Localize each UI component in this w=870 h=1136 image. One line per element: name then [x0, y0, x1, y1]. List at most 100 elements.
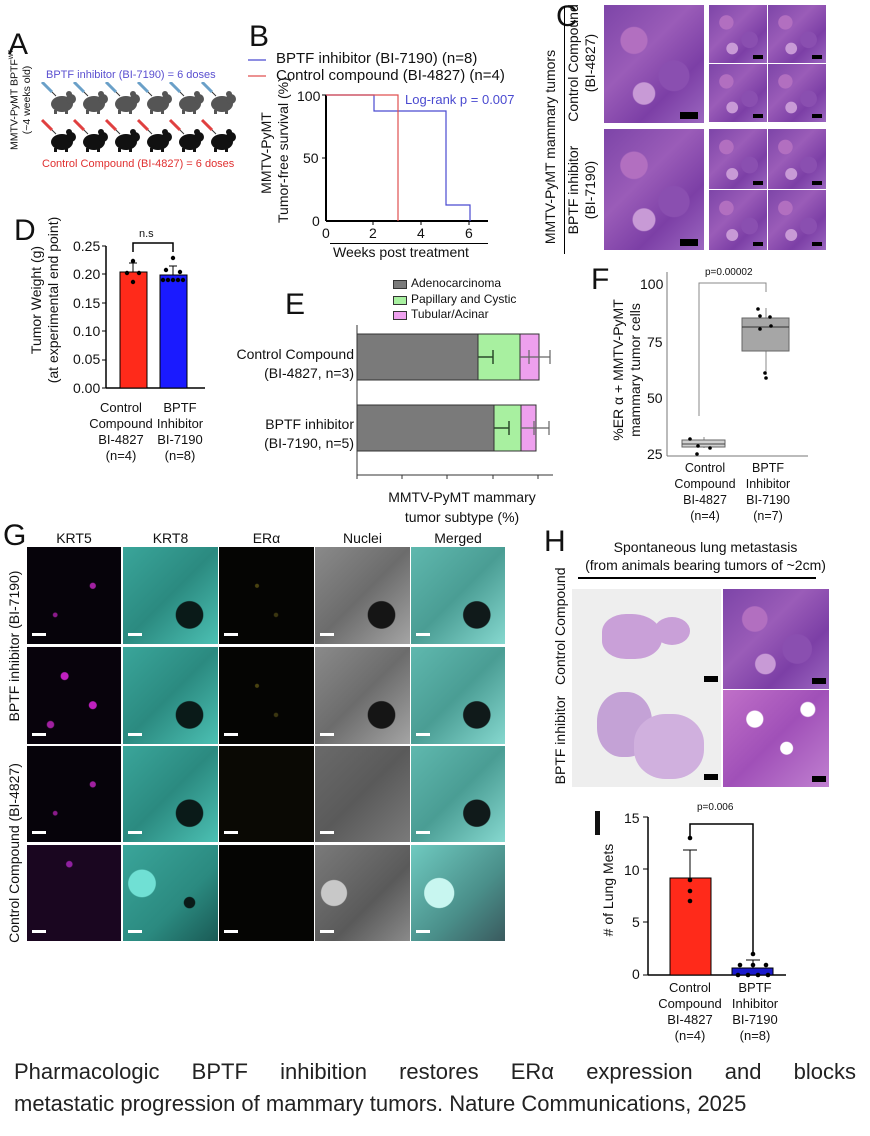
if-image-r4-krt5 [27, 845, 121, 941]
panel-c-row-label-control: Control Compound (BI-4827) [565, 4, 599, 122]
he-zoom-bptf-4 [768, 190, 826, 250]
ylabel-line2: Tumor-free survival (%) [275, 77, 291, 223]
xlabel-line2: tumor subtype (%) [404, 509, 520, 525]
ytick-25: 25 [647, 446, 663, 462]
ytick: 0.25 [73, 238, 101, 254]
row-l1: BPTF inhibitor [265, 416, 354, 432]
legend-swatch-adeno [393, 280, 407, 289]
if-image-r3-era [219, 746, 314, 842]
panel-f-ylabel: %ER α + MMTV-PyMT mammary tumor cells [610, 280, 644, 460]
xlabel-control: Control Compound BI-4827 (n=4) [88, 400, 154, 464]
if-image-r4-merged [411, 845, 505, 941]
row-line2: (BI-7190) [582, 160, 598, 220]
xlabel-control: Control Compound BI-4827 (n=4) [672, 460, 738, 524]
ylabel-line2: (~4 weeks old) [20, 65, 33, 135]
figure-caption: Pharmacologic BPTF inhibition restores E… [14, 1056, 856, 1120]
legend-swatch-papillary [393, 296, 407, 305]
row-line1: Control Compound [565, 4, 581, 122]
bar-bptf-adeno [356, 404, 495, 452]
caption-line1: Pharmacologic BPTF inhibition restores E… [14, 1059, 856, 1084]
box-bptf [741, 317, 790, 352]
row-label-bptf: BPTF inhibitor (BI-7190, n=5) [208, 415, 354, 453]
row-line2: (BI-4827) [582, 33, 598, 93]
col-header-merged: Merged [434, 530, 482, 546]
ytick: 0.00 [73, 380, 101, 396]
xtick-0: 0 [322, 225, 330, 241]
legend-swatches [248, 59, 266, 77]
panel-c-side-label: MMTV-PyMT mammary tumors [542, 49, 558, 245]
ytick-15: 15 [624, 810, 640, 826]
group-l3: BI-4827 [98, 432, 144, 447]
title-line1: Spontaneous lung metastasis [613, 539, 798, 555]
lung-bptf-lobe-2 [634, 714, 704, 779]
scalebar-1mm-top [704, 676, 718, 682]
logrank-annotation: Log-rank p = 0.007 [405, 92, 515, 107]
group-l2: Compound [89, 416, 153, 431]
panel-b-xlabel: Weeks post treatment [333, 244, 469, 260]
group-l4: (n=4) [105, 448, 137, 463]
group-l2: Inhibitor [156, 416, 204, 431]
panel-b-ylabel: MMTV-PyMT Tumor-free survival (%) [258, 77, 292, 223]
row-group-control: Control Compound (BI-4827) [6, 763, 22, 943]
row-l1: Control Compound [236, 346, 354, 362]
ylabel-line1: MMTV-PyMT [258, 112, 274, 194]
ylabel-line1: %ER α + MMTV-PyMT [610, 299, 626, 441]
group-l1: Control [669, 980, 711, 995]
row-l2: (BI-4827, n=3) [264, 365, 354, 381]
he-zoom-bptf-2 [768, 129, 826, 189]
ytick: 0.20 [73, 266, 101, 282]
panel-letter-i-bar [595, 811, 600, 835]
xtick-6: 6 [465, 225, 473, 241]
col-header-era: ERα [252, 530, 281, 546]
if-image-r2-era [219, 647, 314, 744]
group-l3: BI-7190 [732, 1012, 778, 1027]
panel-letter-h: H [544, 525, 566, 558]
xaxis-underline [330, 243, 488, 244]
group-l2: Inhibitor [745, 477, 791, 491]
row-line1: Control Compound [552, 567, 568, 685]
xlabel-bptf: BPTF Inhibitor BI-7190 (n=8) [725, 980, 785, 1044]
group-l1: Control [100, 400, 142, 415]
xtick-4: 4 [417, 225, 425, 241]
if-image-r1-era [219, 547, 314, 644]
ytick: 0.05 [73, 351, 101, 367]
lung-control-lobe-1 [602, 614, 662, 659]
tumor-weight-plot [102, 242, 205, 389]
subtype-stacked-bar [356, 325, 553, 479]
panel-h-title-underline [578, 577, 816, 579]
row-line1: BPTF inhibitor [565, 145, 581, 235]
ytick-5: 5 [632, 914, 640, 930]
mice-illustration [40, 82, 236, 152]
ytick-100: 100 [640, 276, 664, 292]
he-zoom-control-4 [768, 64, 826, 122]
panel-a-top-label: BPTF inhibitor (BI-7190) = 6 doses [46, 69, 216, 81]
col-header-krt8: KRT8 [152, 530, 189, 546]
group-l3: BI-4827 [667, 1012, 713, 1027]
bar-control-adeno [356, 333, 479, 381]
sig-label: n.s [139, 228, 154, 240]
panel-letter-e: E [285, 288, 306, 321]
ytick-50: 50 [647, 390, 663, 406]
row-group-bptf: BPTF inhibitor (BI-7190) [6, 570, 22, 722]
if-image-r2-krt8 [123, 647, 218, 744]
group-l4: (n=4) [690, 509, 720, 523]
if-image-r4-nuclei [315, 845, 410, 941]
he-whole-bptf [604, 129, 704, 250]
ytick-50: 50 [303, 150, 319, 166]
col-header-nuclei: Nuclei [343, 530, 382, 546]
group-l1: BPTF [738, 980, 772, 995]
xlabel-line1: MMTV-PyMT mammary [388, 489, 536, 505]
lung-mets-plot [643, 816, 786, 978]
bar-control [119, 271, 148, 389]
group-l1: Control [684, 461, 726, 475]
legend-swatch-tubular [393, 311, 407, 320]
if-image-r4-krt8 [123, 845, 218, 941]
era-boxplot [666, 272, 808, 457]
lung-control-lobe-2 [654, 617, 690, 645]
ytick-75: 75 [647, 334, 663, 350]
lung-whole-sections [572, 589, 721, 787]
he-zoom-bptf-3 [709, 190, 767, 250]
legend-label-adeno: Adenocarcinoma [411, 276, 502, 290]
if-image-r1-krt5 [27, 547, 121, 644]
panel-c-row-label-bptf: BPTF inhibitor (BI-7190) [565, 128, 599, 252]
